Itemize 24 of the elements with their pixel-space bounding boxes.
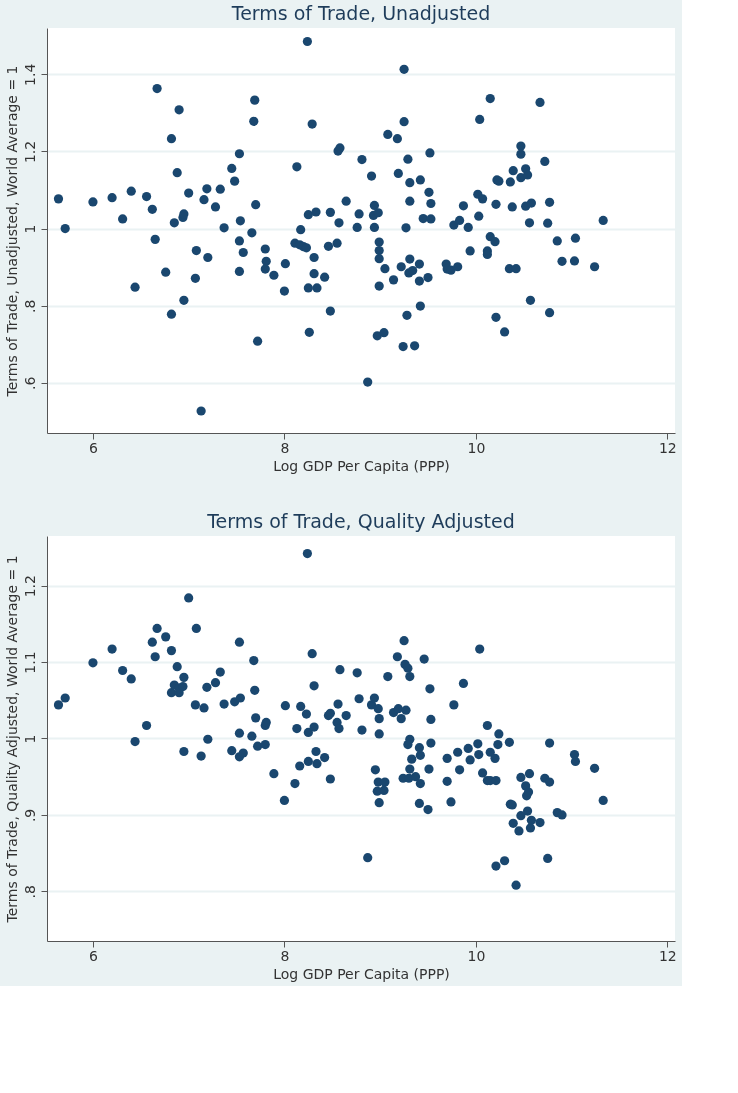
y-tick-label: .8 [21,885,38,899]
y-axis-title: Terms of Trade, Quality Adjusted, World Average = 1 [3,555,20,924]
y-tick-label: .6 [21,376,38,391]
x-axis-title: Log GDP Per Capita (PPP) [273,965,450,982]
x-tick-label: 8 [280,947,290,964]
x-tick-label: 10 [467,439,486,456]
y-tick-label: 1.2 [21,140,38,164]
x-tick-label: 6 [88,947,98,964]
y-tick-label: 1.1 [21,651,38,674]
x-tick-label: 10 [467,947,486,964]
x-tick-label: 6 [88,439,98,456]
y-tick-label: 1 [21,224,38,234]
y-tick-label: 1.2 [21,575,38,598]
chart-title: Terms of Trade, Unadjusted [230,2,491,24]
x-tick-label: 12 [658,947,677,964]
x-tick-label: 12 [658,439,677,456]
x-tick-label: 8 [280,439,290,456]
chart-title: Terms of Trade, Quality Adjusted [206,510,515,532]
y-tick-label: 1.4 [21,63,38,86]
y-tick-label: 1 [21,734,38,744]
x-axis-title: Log GDP Per Capita (PPP) [273,457,450,474]
y-axis-title: Terms of Trade, Unadjusted, World Average = 1 [3,65,20,398]
y-tick-label: .8 [21,299,38,313]
y-tick-label: .9 [21,808,38,823]
